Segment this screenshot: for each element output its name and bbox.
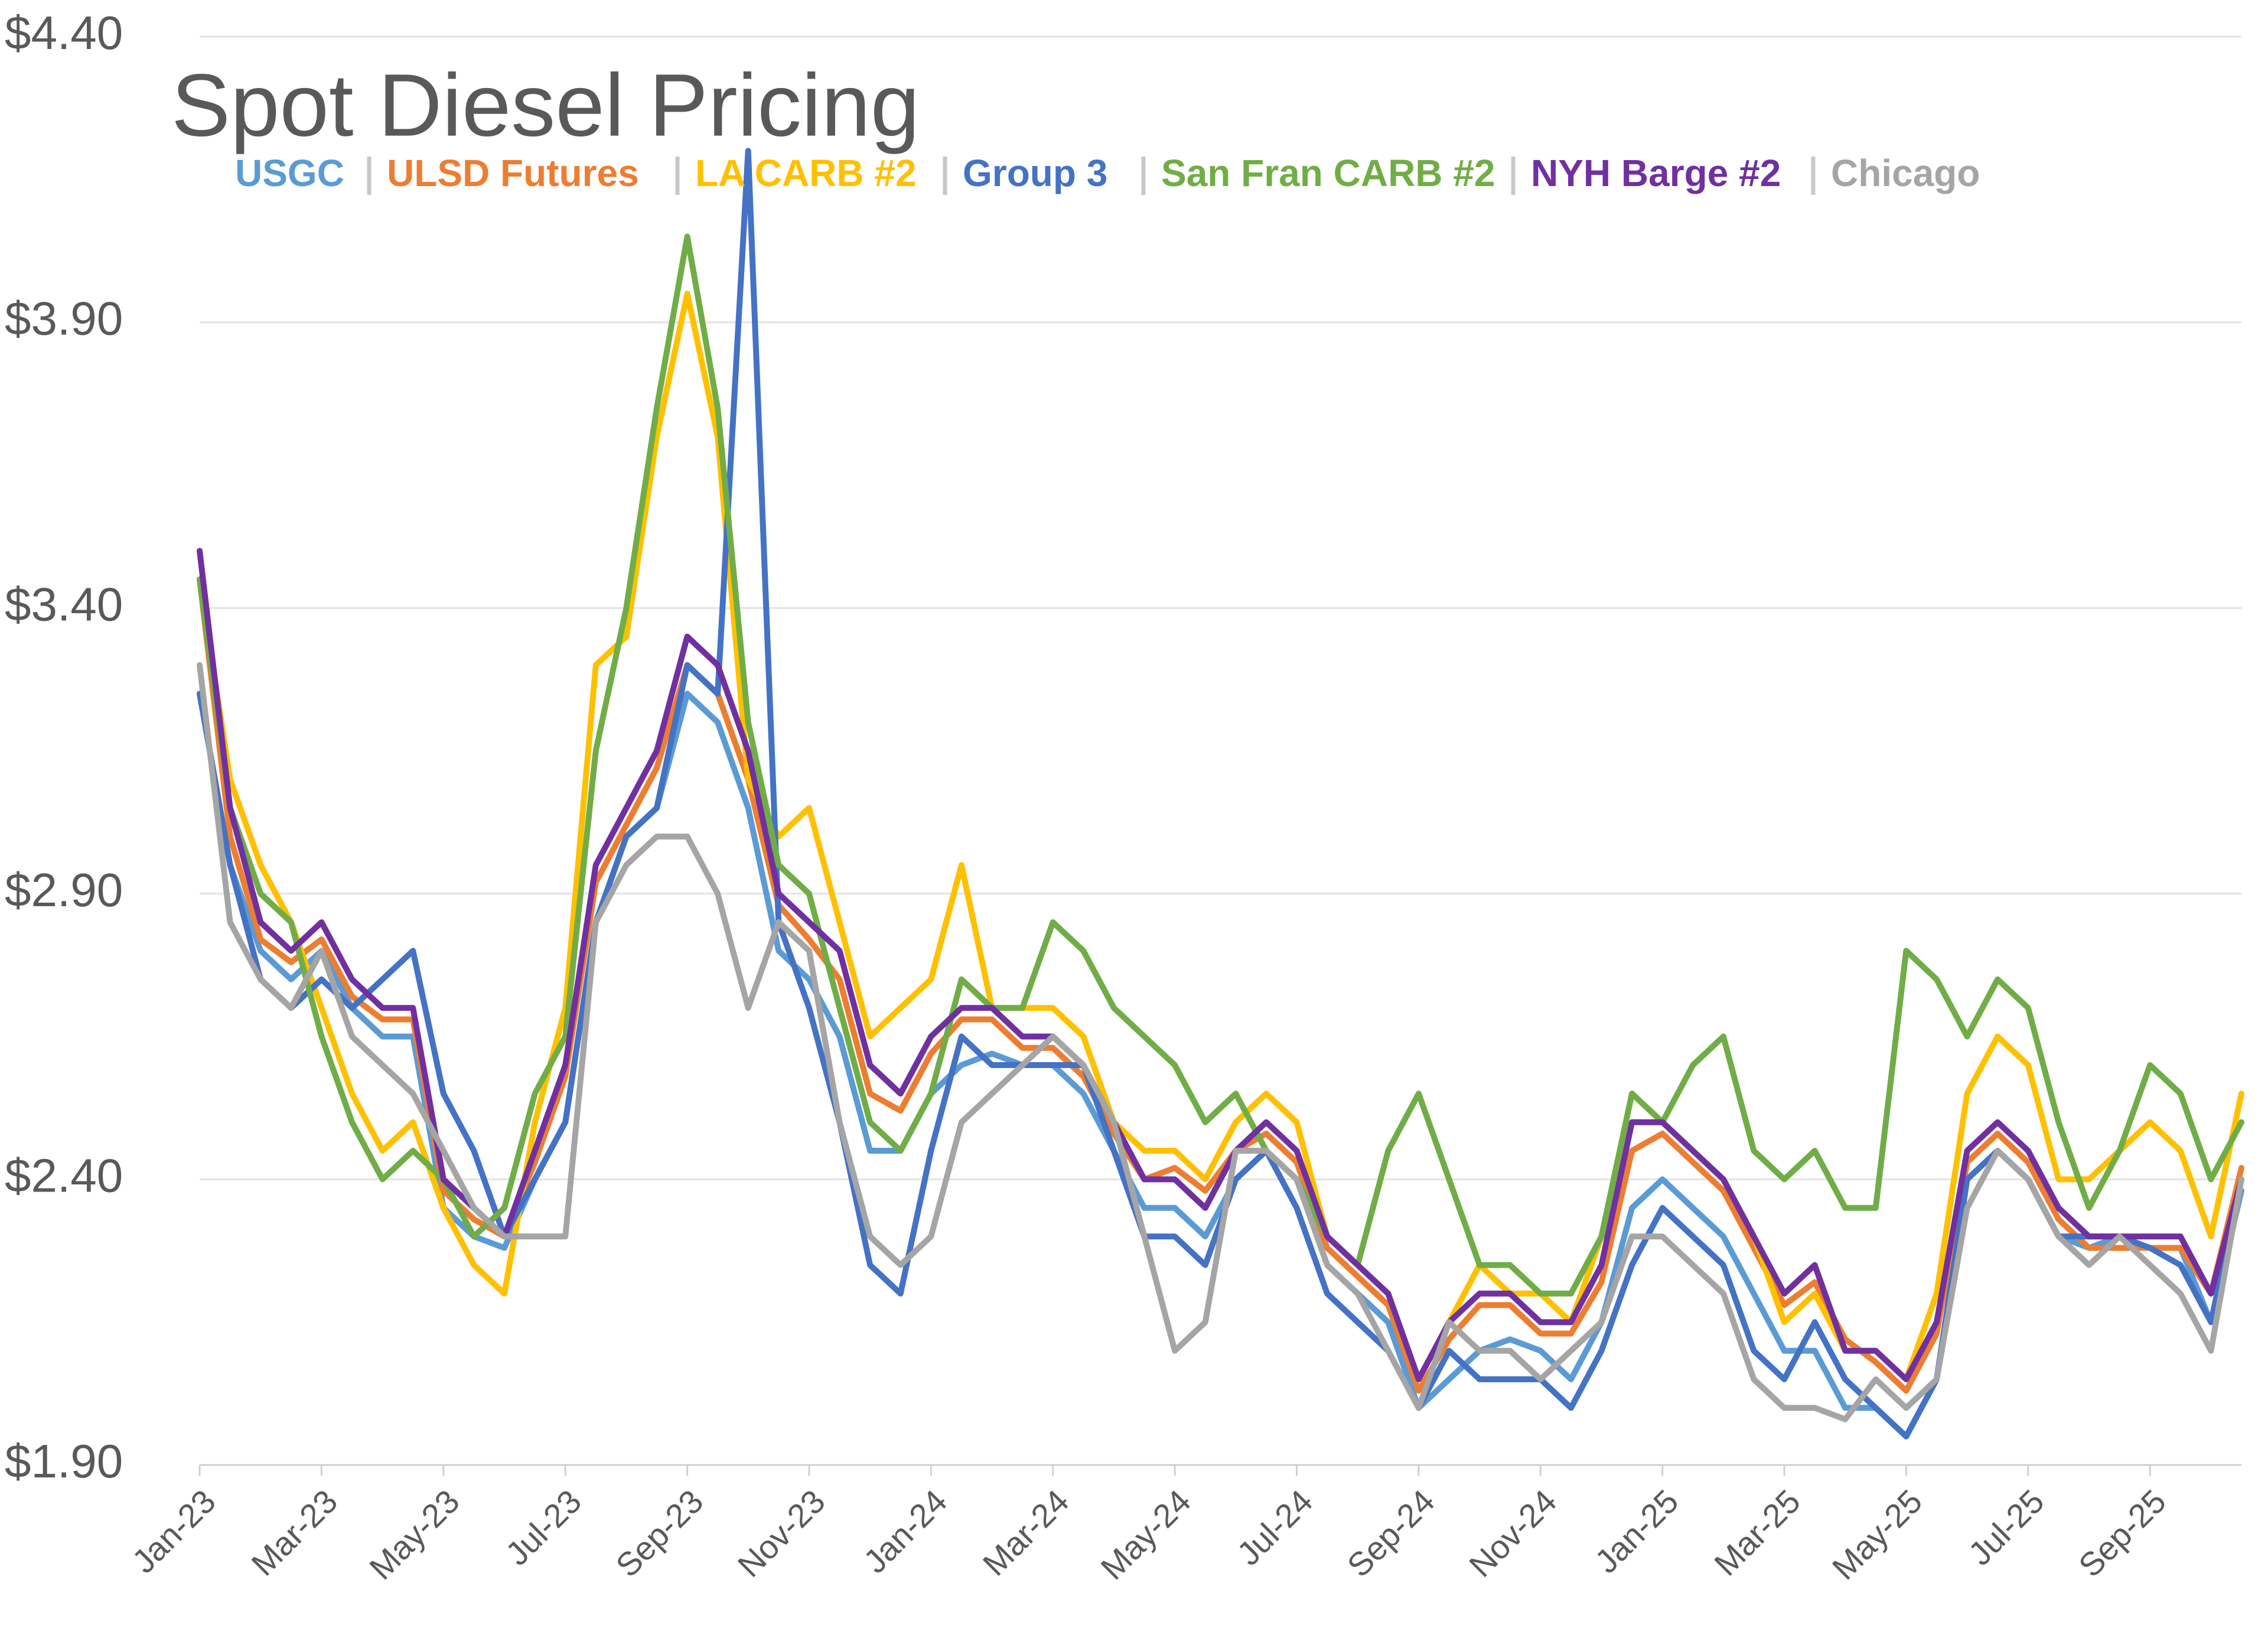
legend-label: LA CARB #2 (695, 152, 917, 194)
x-tick-label: Mar-24 (976, 1482, 1076, 1583)
y-tick-label: $2.90 (5, 864, 123, 916)
x-tick-label: Jul-25 (1961, 1482, 2051, 1572)
legend-label: NYH Barge #2 (1531, 152, 1781, 194)
x-tick-label: May-23 (362, 1482, 467, 1587)
series-line (197, 548, 2244, 1382)
x-tick-label: Nov-24 (1462, 1482, 1563, 1584)
y-tick-label: $3.90 (5, 292, 123, 345)
x-tick-label: Mar-23 (244, 1482, 344, 1583)
y-tick-label: $3.40 (5, 578, 123, 630)
legend-label: Group 3 (963, 152, 1107, 194)
x-tick-label: Nov-23 (731, 1482, 832, 1584)
series-line (197, 233, 2244, 1297)
legend-label: USGC (235, 152, 344, 194)
x-tick-label: Jul-24 (1230, 1482, 1319, 1572)
series-line (197, 576, 2244, 1394)
legend-label: Chicago (1831, 152, 1980, 194)
legend-label: San Fran CARB #2 (1161, 152, 1495, 194)
legend-label: ULSD Futures (387, 152, 639, 194)
series-line (197, 662, 2244, 1422)
x-tick-label: Jan-23 (125, 1482, 223, 1580)
y-tick-label: $2.40 (5, 1150, 123, 1202)
x-tick-label: Jul-23 (498, 1482, 588, 1572)
x-tick-label: Jan-24 (856, 1482, 954, 1580)
x-tick-label: Mar-25 (1707, 1482, 1807, 1583)
x-tick-label: May-25 (1825, 1482, 1930, 1587)
x-tick-label: Sep-23 (608, 1482, 710, 1584)
x-tick-label: Sep-24 (1340, 1482, 1442, 1584)
x-tick-label: May-24 (1093, 1482, 1198, 1587)
y-tick-label: $1.90 (5, 1435, 123, 1487)
x-tick-label: Jan-25 (1588, 1482, 1686, 1580)
chart-title: Spot Diesel Pricing (171, 56, 920, 155)
y-tick-label: $4.40 (5, 6, 123, 59)
x-tick-label: Sep-25 (2071, 1482, 2173, 1584)
